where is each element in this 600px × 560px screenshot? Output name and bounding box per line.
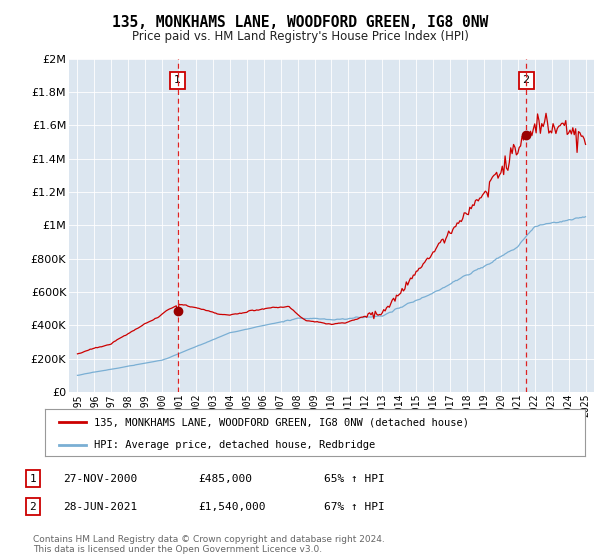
Text: 2: 2 bbox=[29, 502, 37, 512]
Text: 135, MONKHAMS LANE, WOODFORD GREEN, IG8 0NW: 135, MONKHAMS LANE, WOODFORD GREEN, IG8 … bbox=[112, 15, 488, 30]
Text: £1,540,000: £1,540,000 bbox=[198, 502, 265, 512]
Text: 2: 2 bbox=[523, 76, 530, 86]
Text: 27-NOV-2000: 27-NOV-2000 bbox=[63, 474, 137, 484]
Text: 1: 1 bbox=[174, 76, 181, 86]
Text: 1: 1 bbox=[29, 474, 37, 484]
Text: £485,000: £485,000 bbox=[198, 474, 252, 484]
Text: 65% ↑ HPI: 65% ↑ HPI bbox=[324, 474, 385, 484]
Text: 135, MONKHAMS LANE, WOODFORD GREEN, IG8 0NW (detached house): 135, MONKHAMS LANE, WOODFORD GREEN, IG8 … bbox=[94, 417, 469, 427]
Text: 67% ↑ HPI: 67% ↑ HPI bbox=[324, 502, 385, 512]
Text: HPI: Average price, detached house, Redbridge: HPI: Average price, detached house, Redb… bbox=[94, 440, 375, 450]
Text: Price paid vs. HM Land Registry's House Price Index (HPI): Price paid vs. HM Land Registry's House … bbox=[131, 30, 469, 44]
Text: Contains HM Land Registry data © Crown copyright and database right 2024.
This d: Contains HM Land Registry data © Crown c… bbox=[33, 535, 385, 554]
Text: 28-JUN-2021: 28-JUN-2021 bbox=[63, 502, 137, 512]
